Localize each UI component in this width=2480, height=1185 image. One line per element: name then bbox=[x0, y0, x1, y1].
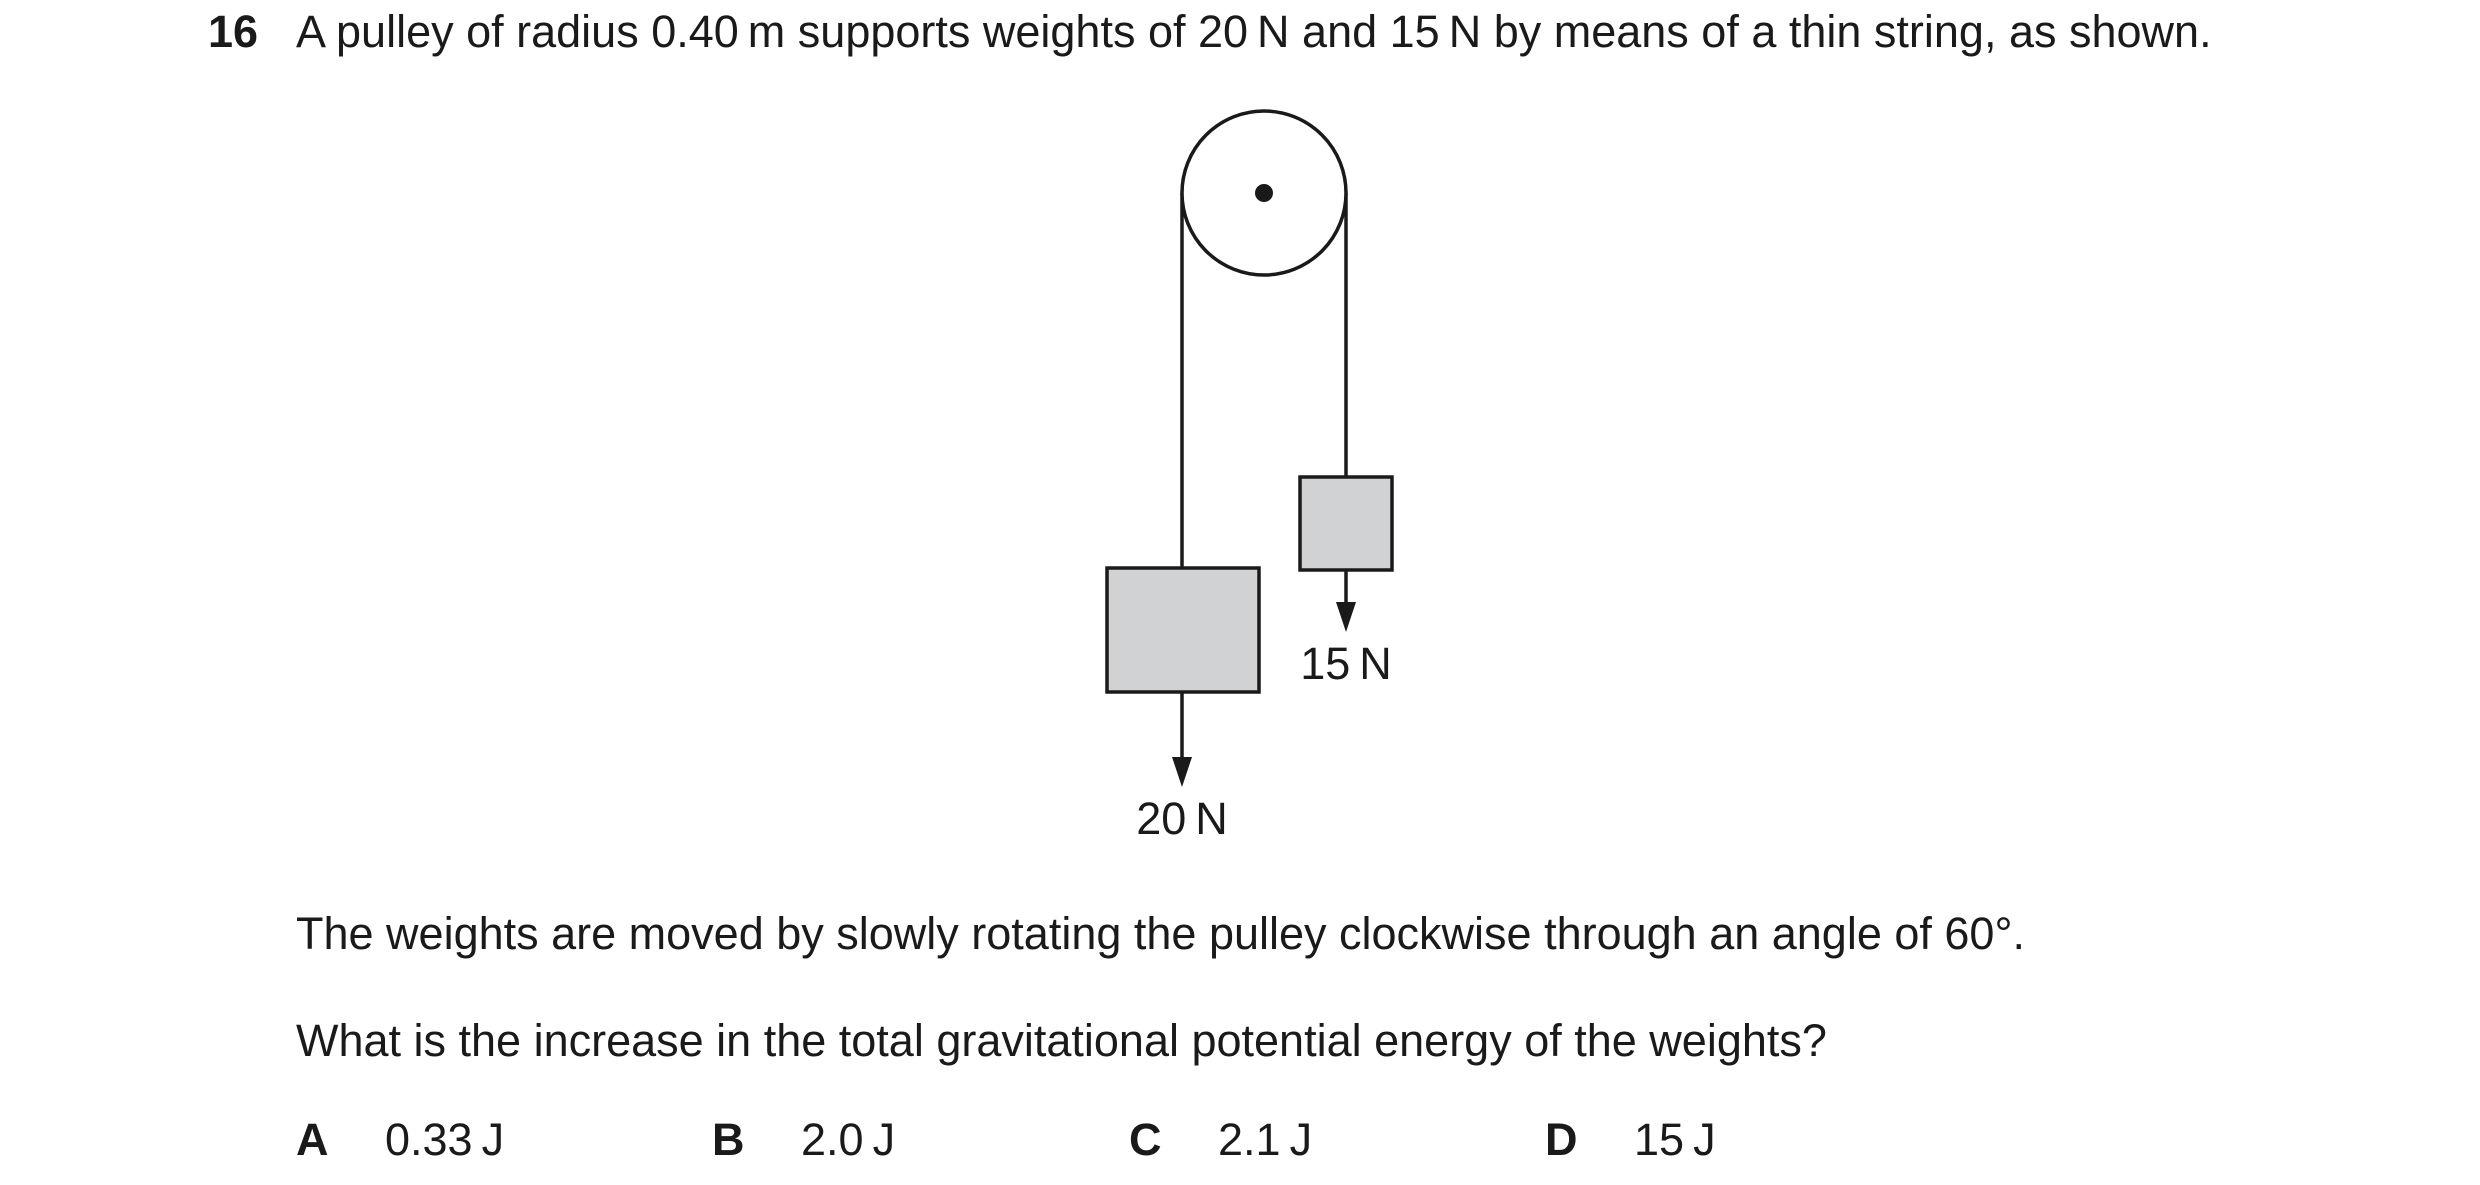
pulley-diagram: 15 N 20 N bbox=[1105, 109, 1394, 844]
option-value: 2.1 J bbox=[1218, 1114, 1313, 1165]
heavy-weight-force-arrowhead bbox=[1172, 757, 1192, 787]
question-prompt: What is the increase in the total gravit… bbox=[296, 1015, 1827, 1066]
option-letter: D bbox=[1545, 1114, 1578, 1165]
pulley-axle bbox=[1255, 184, 1273, 202]
question-context: The weights are moved by slowly rotating… bbox=[296, 908, 2025, 959]
heavy-weight-label: 20 N bbox=[1136, 793, 1228, 844]
light-weight-label: 15 N bbox=[1300, 638, 1392, 689]
light-weight-force-arrowhead bbox=[1336, 602, 1356, 632]
option-letter: A bbox=[296, 1114, 329, 1165]
question-stem: A pulley of radius 0.40 m supports weigh… bbox=[296, 6, 2212, 57]
light-weight-block bbox=[1298, 475, 1394, 572]
option-letter: B bbox=[712, 1114, 745, 1165]
option-letter: C bbox=[1129, 1114, 1162, 1165]
option-value: 15 J bbox=[1634, 1114, 1716, 1165]
option-value: 0.33 J bbox=[385, 1114, 505, 1165]
question-number: 16 bbox=[208, 6, 259, 57]
option-value: 2.0 J bbox=[801, 1114, 896, 1165]
heavy-weight-block bbox=[1105, 566, 1261, 694]
